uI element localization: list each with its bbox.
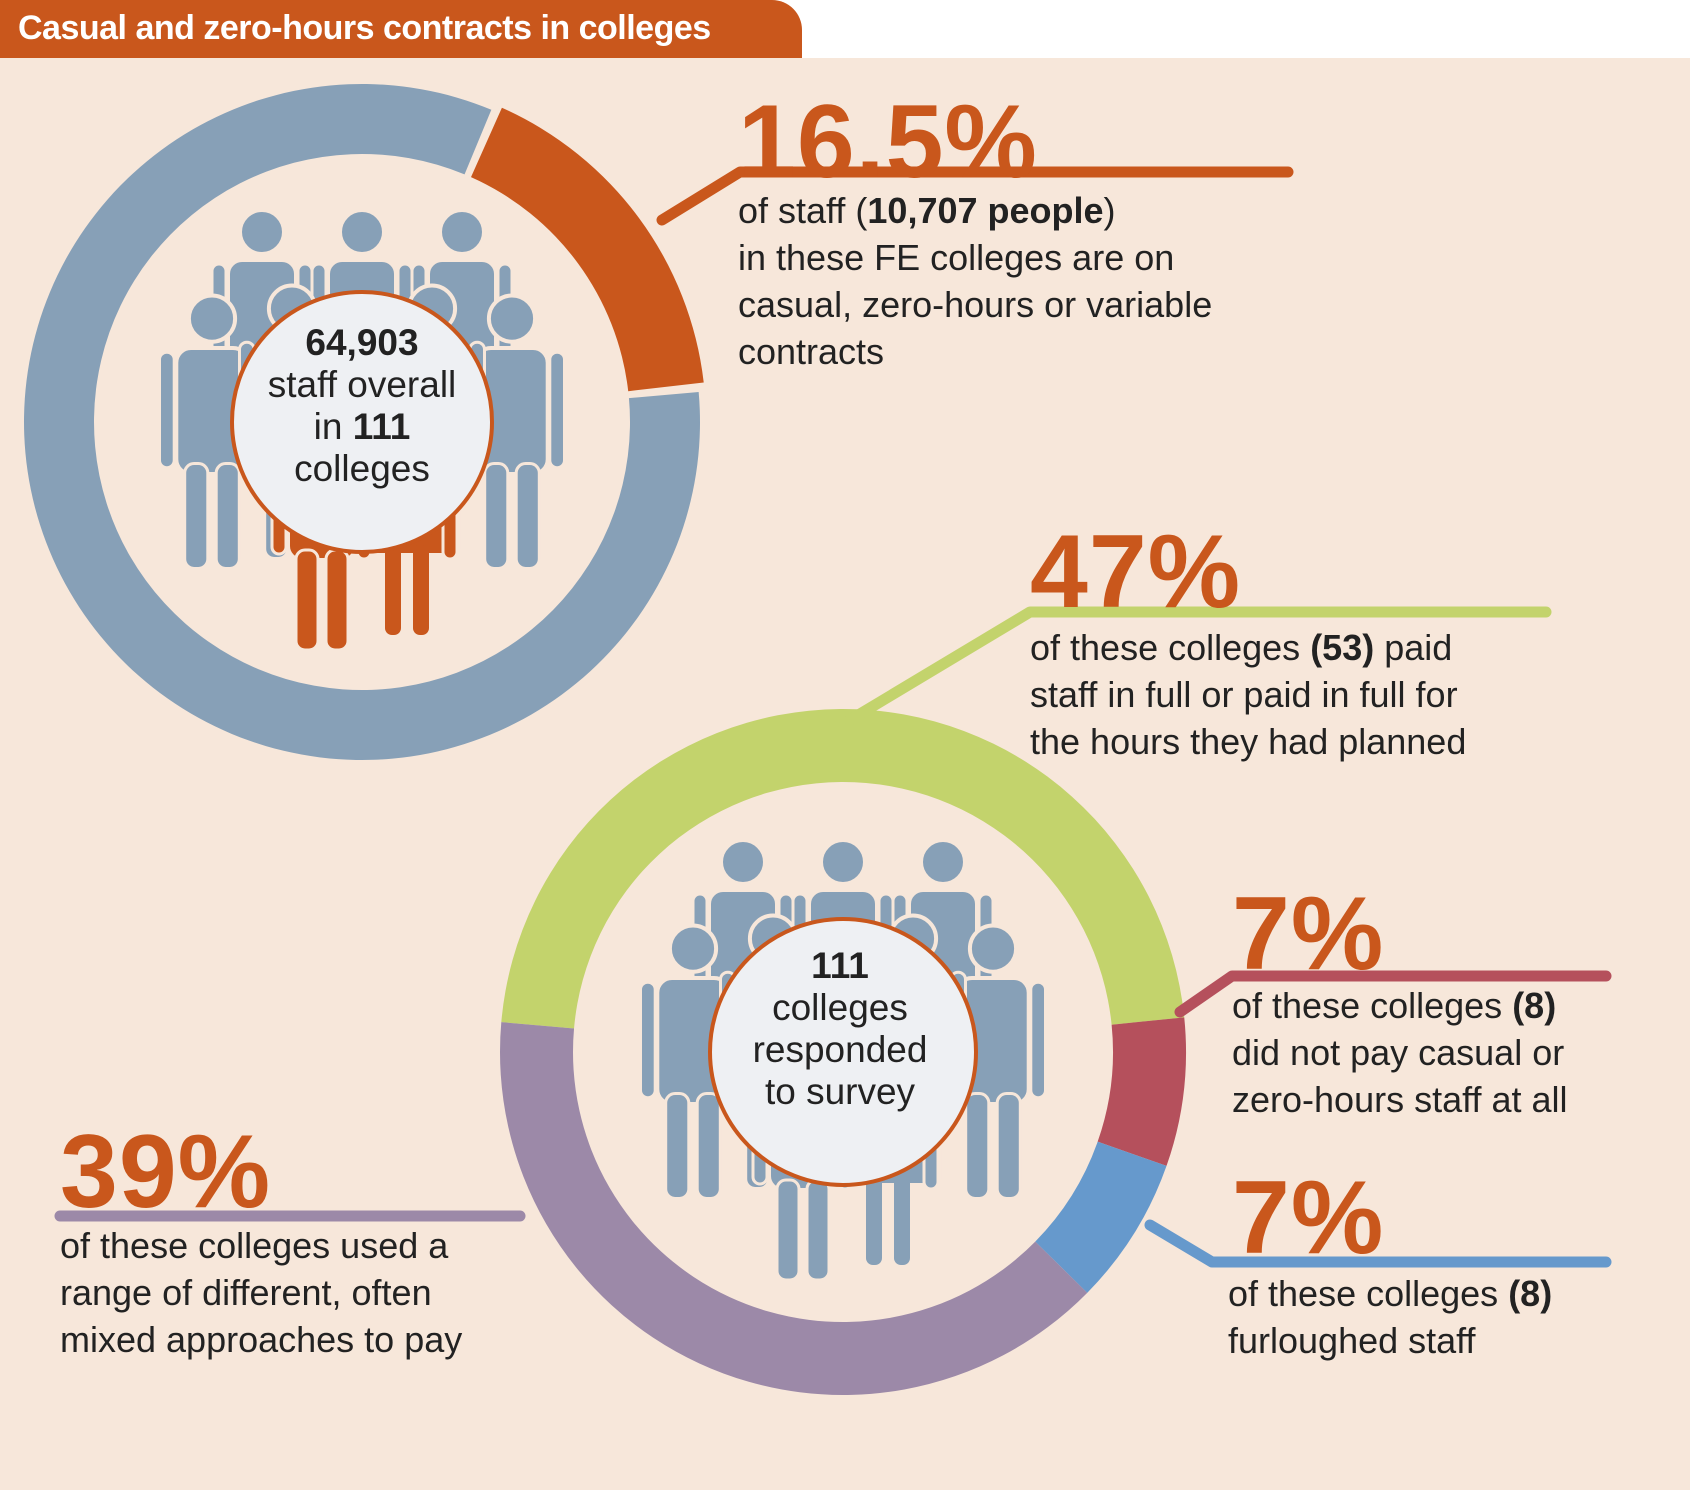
in-text: in (313, 406, 343, 447)
furlough-count: (8) (1508, 1273, 1553, 1314)
slice-did-not-pay-casual-or-zero-hours-staff-at-all (1097, 1017, 1187, 1166)
slice-furloughed-staff (1035, 1141, 1167, 1293)
mixed-line3: mixed approaches to pay (60, 1319, 463, 1360)
page-title: Casual and zero-hours contracts in colle… (18, 9, 711, 47)
furlough-description: of these colleges (8) furloughed staff (1228, 1270, 1552, 1364)
furlough-leader-line (1144, 1219, 1612, 1268)
staff-desc-line4: contracts (738, 331, 885, 372)
staff-leader-line (656, 166, 1294, 226)
furlough-pct: 7% (1232, 1160, 1385, 1276)
no-pay-description: of these colleges (8) did not pay casual… (1232, 982, 1568, 1123)
paid-full-line3: the hours they had planned (1030, 721, 1467, 762)
paid-full-line1-post: paid (1374, 627, 1453, 668)
no-pay-line2: did not pay casual or (1232, 1032, 1565, 1073)
no-pay-leader-line (1174, 970, 1612, 1018)
survey-number: 111 (811, 945, 869, 986)
staff-desc-pre: of staff ( (738, 190, 868, 231)
leader-lines (54, 166, 1612, 1268)
slice-casual-zero-hours-or-variable-contracts (471, 107, 704, 392)
no-pay-count: (8) (1512, 985, 1557, 1026)
slice-used-a-range-of-different-often-mixed-approaches-to-pay (500, 1022, 1088, 1396)
staff-description: of staff (10,707 people) in these FE col… (738, 187, 1212, 375)
no-pay-line3: zero-hours staff at all (1232, 1079, 1568, 1120)
paid-full-description: of these colleges (53) paid staff in ful… (1030, 624, 1466, 765)
staff-overall-text: staff overall (267, 364, 457, 405)
survey-donut (500, 708, 1187, 1396)
survey-to-survey-text: to survey (764, 1071, 916, 1112)
paid-full-line1: of these colleges (1030, 627, 1311, 668)
survey-center-circle (708, 917, 978, 1187)
no-pay-pct: 7% (1232, 876, 1385, 992)
colleges-text: colleges (294, 448, 430, 489)
mixed-line2: range of different, often (60, 1272, 432, 1313)
furlough-line2: furloughed staff (1228, 1320, 1476, 1361)
furlough-line1: of these colleges (1228, 1273, 1509, 1314)
mixed-pct: 39% (60, 1114, 272, 1230)
paid-full-leader-line (844, 606, 1552, 726)
staff-center-circle (230, 290, 494, 554)
staff-center-label: 64,903 staff overall in 111 colleges (232, 322, 492, 490)
survey-responded-text: responded (752, 1029, 928, 1070)
staff-desc-post: ) (1103, 190, 1116, 231)
staff-desc-count: 10,707 people (867, 190, 1104, 231)
survey-colleges-text: colleges (772, 987, 908, 1028)
staff-desc-line3: casual, zero-hours or variable (738, 284, 1213, 325)
title-tab: Casual and zero-hours contracts in colle… (0, 0, 802, 58)
paid-full-pct: 47% (1030, 514, 1242, 630)
survey-center-label: 111 colleges responded to survey (710, 945, 970, 1113)
slice-paid-staff-in-full-or-paid-in-full-for-the-hours-they-had-planned (501, 708, 1185, 1029)
staff-pct: 16.5% (738, 84, 1038, 200)
mixed-line1: of these colleges used a (60, 1225, 449, 1266)
staff-donut (23, 84, 704, 761)
staff-total-number: 64,903 (305, 322, 419, 363)
paid-full-count: (53) (1310, 627, 1375, 668)
paid-full-line2: staff in full or paid in full for (1030, 674, 1458, 715)
center-circles (230, 290, 978, 1187)
colleges-count: 111 (352, 406, 411, 447)
staff-desc-line2: in these FE colleges are on (738, 237, 1175, 278)
no-pay-line1: of these colleges (1232, 985, 1513, 1026)
mixed-description: of these colleges used a range of differ… (60, 1222, 462, 1363)
